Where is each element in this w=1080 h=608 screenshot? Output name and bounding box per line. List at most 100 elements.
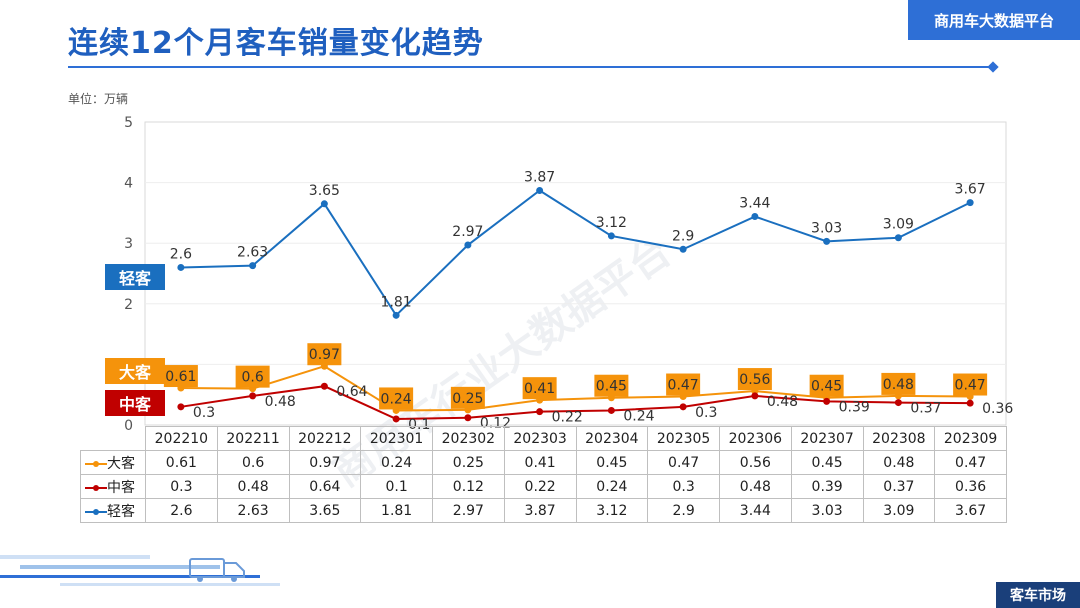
table-cell: 0.64 [288,474,362,499]
data-label-box-large [594,374,629,397]
data-label-large: 0.45 [596,379,627,395]
table-cell: 0.61 [145,450,218,475]
data-label-box-large [881,372,916,395]
data-point-medium [177,403,185,411]
data-point-medium [679,403,687,411]
table-cell: 0.48 [216,474,290,499]
legend-label: 大客 [107,455,135,472]
table-cell: 0.1 [360,474,433,499]
data-point-medium [536,408,544,416]
table-cell: 1.81 [360,498,433,523]
data-point-light [894,234,902,242]
table-cell: 0.47 [934,450,1007,475]
data-label-large: 0.25 [452,391,483,407]
data-label-large: 0.41 [524,381,555,397]
data-point-light [966,199,974,207]
data-point-medium [320,382,328,390]
data-label-box-large [163,365,198,388]
data-label-large: 0.56 [739,372,770,388]
data-label-light: 3.67 [955,182,986,198]
table-header-cell: 202303 [503,426,577,451]
table-header-cell: 202309 [934,426,1007,451]
series-tag-light: 轻客 [105,264,165,290]
data-label-medium: 0.22 [552,410,583,426]
data-point-medium [751,392,759,400]
table-cell: 3.03 [790,498,864,523]
data-label-box-large [953,373,988,396]
table-cell: 0.41 [503,450,577,475]
table-header-row: 202210 202211 202212 202301 202302 202303 2023… [80,426,1007,451]
data-point-medium [249,392,257,400]
table-header-cell: 202302 [432,426,505,451]
data-label-light: 3.09 [883,217,914,233]
table-cell: 0.3 [145,474,218,499]
data-point-light [392,311,400,319]
data-label-medium: 0.48 [767,394,798,410]
table-header-cell: 202305 [647,426,720,451]
truck-decoration-icon [0,555,280,586]
data-label-medium: 0.3 [193,405,215,421]
y-tick-label: 3 [124,236,133,252]
table-header-cell: 202212 [288,426,362,451]
table-cell: 3.87 [503,498,577,523]
table-row-header: 中客 [80,474,146,499]
series-line-medium [180,385,971,420]
data-label-box-large [379,387,414,410]
data-point-light [679,245,687,253]
plot-area-border [144,121,1007,426]
table-cell: 3.65 [288,498,362,523]
table-corner [80,426,146,451]
table-cell: 0.48 [719,474,792,499]
y-tick-label: 4 [124,176,133,192]
data-point-light [464,241,472,249]
page-title: 连续12个月客车销量变化趋势 [68,26,484,61]
y-tick-label: 2 [124,297,133,313]
series-line-light [180,189,971,317]
data-label-box-large [809,374,844,397]
data-point-light [751,213,759,221]
table-header-cell: 202306 [719,426,792,451]
data-point-light [607,232,615,240]
y-tick-label: 5 [124,115,133,131]
table-cell: 2.97 [432,498,505,523]
data-label-light: 2.6 [170,246,192,262]
data-point-light [249,262,257,270]
table-row: 大客 0.61 0.6 0.97 0.24 0.25 0.41 0.45 0.47 0.56 0.4… [80,450,1007,475]
data-label-box-large [450,386,485,409]
table-cell: 3.44 [719,498,792,523]
table-cell: 3.12 [575,498,649,523]
table-row: 轻客 2.6 2.63 3.65 1.81 2.97 3.87 3.12 2.9 3.44 3.03… [80,498,1007,523]
data-table: 202210 202211 202212 202301 202302 202303 2023… [80,426,1007,523]
data-point-medium [392,415,400,423]
legend-marker-icon [85,508,107,515]
table-cell: 3.67 [934,498,1007,523]
table-header-cell: 202304 [575,426,649,451]
table-cell: 0.56 [719,450,792,475]
data-label-medium: 0.48 [265,394,296,410]
data-label-medium: 0.24 [623,408,654,424]
data-label-large: 0.47 [668,378,699,394]
market-badge: 客车市场 [996,582,1080,608]
data-label-light: 3.03 [811,220,842,236]
table-cell: 3.09 [862,498,936,523]
table-cell: 0.45 [790,450,864,475]
data-label-box-large [666,373,701,396]
table-cell: 0.25 [432,450,505,475]
data-label-large: 0.47 [955,378,986,394]
data-label-large: 0.6 [241,370,263,386]
data-label-medium: 0.39 [839,399,870,415]
series-tag-large: 大客 [105,358,165,384]
data-label-box-large [522,377,557,400]
data-label-large: 0.97 [309,347,340,363]
table-cell: 0.47 [647,450,720,475]
table-cell: 0.6 [216,450,290,475]
table-cell: 0.24 [575,474,649,499]
table-cell: 0.12 [432,474,505,499]
legend-marker-icon [85,460,107,467]
legend-marker-icon [85,484,107,491]
data-label-light: 2.9 [672,228,694,244]
table-cell: 0.36 [934,474,1007,499]
title-underline [68,66,993,68]
data-point-light [177,263,185,271]
data-label-large: 0.61 [165,369,196,385]
